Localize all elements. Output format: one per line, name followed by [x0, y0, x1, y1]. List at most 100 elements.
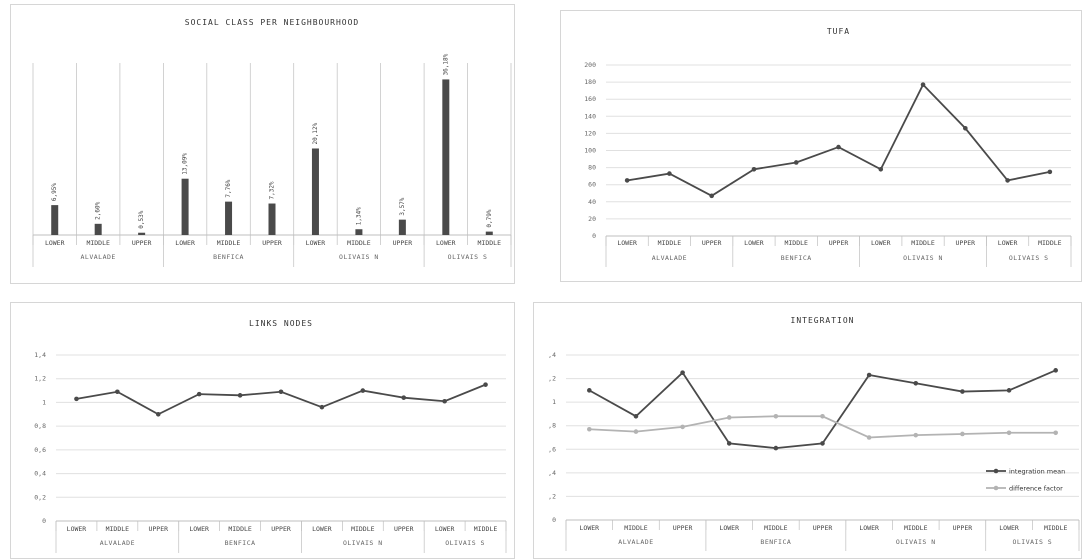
chart-title: SOCIAL CLASS PER NEIGHBOURHOOD [185, 18, 360, 27]
x-group-label: OLIVAIS N [343, 539, 383, 547]
bar [268, 203, 276, 235]
data-point [963, 125, 968, 131]
y-tick-label: 1 [42, 398, 46, 406]
y-tick-label: 120 [584, 129, 596, 137]
data-point [1053, 368, 1058, 373]
legend-marker [993, 485, 999, 491]
y-tick-label: 20 [588, 215, 596, 223]
links-nodes-chart: LINKS NODES 0 0,2 0,4 0,6 0,8 1 1,2 1,4 LOWER MIDD… [34, 319, 507, 553]
x-group-label: OLIVAIS N [339, 253, 379, 261]
data-point [1047, 169, 1053, 175]
data-point [960, 389, 965, 394]
x-category-label: UPPER [393, 239, 413, 247]
data-point [726, 441, 732, 446]
x-group-label: BENFICA [213, 253, 244, 261]
bar [398, 219, 406, 235]
y-tick-label: 1,2 [34, 375, 46, 383]
integration-chart-panel: INTEGRATION 0 ,2 ,4 ,6 ,8 1 ,2 ,4 LOWER MIDDLE UPPE… [533, 302, 1082, 559]
x-category-label: LOWER [67, 525, 87, 533]
data-point [115, 389, 120, 395]
series-line [76, 383, 486, 416]
data-point [751, 167, 757, 172]
bar-data-label: 36,18% [442, 53, 449, 75]
x-category-label: UPPER [953, 524, 973, 532]
data-point [913, 380, 919, 386]
x-category-label: MIDDLE [106, 525, 130, 533]
series-line [589, 415, 1056, 439]
data-point [680, 370, 685, 375]
data-point [866, 435, 872, 440]
data-point [878, 167, 884, 172]
chart-title: INTEGRATION [791, 316, 855, 325]
bar-data-label: 7,76% [225, 179, 232, 197]
y-tick-label: 0 [592, 232, 596, 240]
y-tick-label: 0 [42, 517, 46, 525]
y-tick-label: 60 [588, 181, 596, 189]
legend-label: integration mean [1009, 468, 1065, 476]
y-tick-label: 160 [584, 95, 596, 103]
data-point [960, 431, 965, 437]
bar [51, 205, 59, 235]
x-category-label: MIDDLE [1044, 524, 1068, 532]
data-point [74, 396, 79, 402]
x-category-label: LOWER [744, 239, 764, 247]
data-point [913, 432, 919, 438]
x-category-label: MIDDLE [764, 524, 788, 532]
x-category-label: UPPER [262, 239, 282, 247]
data-point [483, 382, 488, 387]
data-point [726, 415, 732, 420]
legend-label: difference factor [1009, 485, 1063, 493]
data-point [836, 144, 841, 150]
y-tick-label: ,4 [548, 351, 556, 359]
x-category-label: UPPER [702, 239, 722, 247]
x-category-label: LOWER [580, 524, 600, 532]
x-category-label: MIDDLE [624, 524, 648, 532]
y-tick-label: 180 [584, 78, 596, 86]
data-point [773, 413, 779, 419]
chart-title: LINKS NODES [249, 319, 313, 328]
x-category-label: LOWER [175, 239, 195, 247]
x-category-label: LOWER [306, 239, 326, 247]
x-group-label: ALVALADE [81, 253, 116, 261]
y-tick-label: 1,4 [34, 351, 46, 359]
bar-data-label: 2,60% [95, 201, 102, 219]
tufa-chart: TUFA 0 20 40 60 80 100 120 140 160 180 200 LOWER MIDD… [584, 27, 1072, 267]
x-group-label: ALVALADE [100, 539, 135, 547]
x-category-label: MIDDLE [1038, 239, 1062, 247]
data-point [680, 424, 685, 430]
x-category-label: MIDDLE [351, 525, 375, 533]
x-category-label: LOWER [859, 524, 879, 532]
y-tick-label: ,4 [548, 469, 556, 477]
x-category-label: UPPER [394, 525, 414, 533]
x-category-label: MIDDLE [228, 525, 252, 533]
data-point [319, 404, 325, 410]
x-category-label: LOWER [998, 239, 1018, 247]
data-point [793, 160, 799, 165]
x-group-label: BENFICA [781, 254, 812, 262]
social-class-chart-panel: SOCIAL CLASS PER NEIGHBOURHOOD LOWER MIDDL… [10, 4, 515, 284]
bar [485, 231, 493, 235]
x-group-label: BENFICA [225, 539, 256, 547]
x-category-label: MIDDLE [217, 239, 241, 247]
y-tick-label: 0,6 [34, 446, 46, 454]
x-category-label: UPPER [673, 524, 693, 532]
bar-data-label: 7,32% [269, 181, 276, 199]
data-point [709, 193, 714, 199]
data-point [587, 388, 592, 393]
bar-data-label: 20,12% [312, 122, 319, 144]
integration-chart: INTEGRATION 0 ,2 ,4 ,6 ,8 1 ,2 ,4 LOWER MIDDLE UPPE… [548, 316, 1080, 551]
x-group-label: ALVALADE [618, 538, 653, 546]
y-tick-label: ,8 [548, 422, 556, 430]
bar [355, 229, 363, 235]
x-group-label: BENFICA [760, 538, 791, 546]
x-category-label: MIDDLE [911, 239, 935, 247]
bar [94, 223, 102, 235]
data-point [237, 393, 243, 398]
y-tick-label: 0,8 [34, 422, 46, 430]
x-group-label: ALVALADE [652, 254, 687, 262]
x-group-label: OLIVAIS S [1009, 254, 1049, 262]
x-category-label: LOWER [436, 239, 456, 247]
x-category-label: LOWER [435, 525, 455, 533]
chart-title: TUFA [827, 27, 850, 36]
social-class-chart: SOCIAL CLASS PER NEIGHBOURHOOD LOWER MIDDL… [32, 18, 512, 267]
